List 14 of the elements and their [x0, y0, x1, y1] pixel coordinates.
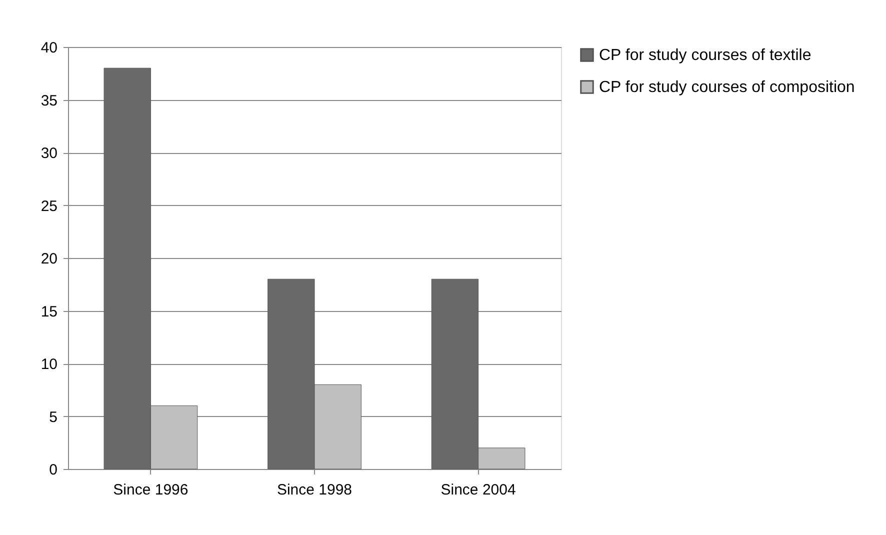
x-tick-label: Since 1996 [113, 482, 188, 498]
x-tick-label: Since 1998 [276, 482, 352, 498]
y-tick-label: 25 [40, 198, 58, 215]
y-tick-label: 30 [40, 145, 58, 162]
y-tick-label: 10 [40, 356, 58, 373]
legend-label: CP for study courses of composition [599, 79, 855, 96]
legend-label: CP for study courses of textile [599, 47, 812, 64]
y-tick-label: 35 [40, 92, 58, 110]
y-tick-label: 0 [49, 462, 58, 478]
y-tick-label: 20 [40, 250, 58, 268]
y-tick-label: 5 [49, 408, 58, 426]
x-tick-label: Since 2004 [440, 482, 516, 498]
y-tick-label: 15 [40, 303, 58, 320]
y-tick-label: 40 [40, 40, 58, 56]
